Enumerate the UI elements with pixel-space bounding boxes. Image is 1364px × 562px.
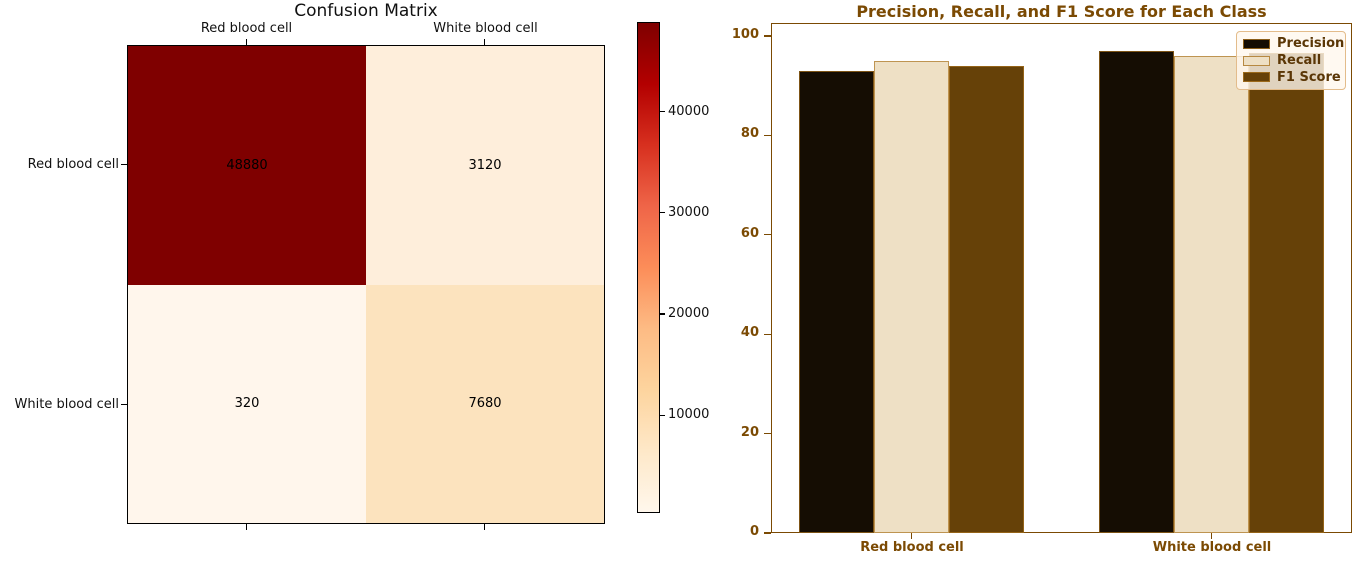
legend-label: Precision — [1277, 36, 1345, 52]
heatmap-cell-tp: 48880 — [128, 46, 366, 285]
tick-mark — [764, 532, 771, 534]
legend-swatch-recall — [1243, 55, 1270, 66]
heatmap-cell-fp: 320 — [128, 284, 366, 523]
y-axis-tick-label: 80 — [740, 126, 759, 142]
legend-item-precision: Precision — [1243, 36, 1344, 51]
tick-mark — [121, 404, 127, 406]
heatmap-cell-fn: 3120 — [366, 46, 604, 285]
y-axis-tick-label: 100 — [731, 27, 759, 42]
confusion-matrix-title: Confusion Matrix — [294, 1, 438, 21]
y-axis-tick-label: 40 — [740, 325, 759, 341]
cm-column-label-red: Red blood cell — [200, 21, 293, 36]
tick-mark — [660, 414, 665, 416]
tick-mark — [764, 234, 771, 236]
bar-chart-title: Precision, Recall, and F1 Score for Each… — [856, 2, 1267, 21]
bar-recall-white — [1174, 55, 1249, 533]
legend-label: F1 Score — [1277, 69, 1341, 85]
legend-item-recall: Recall — [1243, 53, 1339, 68]
x-axis-category-label-red: Red blood cell — [860, 540, 964, 555]
bar-recall-red — [874, 60, 949, 533]
legend-item-f1: F1 Score — [1243, 69, 1341, 85]
colorbar-tick-label: 10000 — [668, 407, 710, 423]
tick-mark — [246, 524, 248, 530]
legend-swatch-precision — [1243, 38, 1270, 49]
tick-mark — [764, 333, 771, 335]
colorbar-tick-label: 20000 — [668, 306, 710, 321]
colorbar-tick-label: 40000 — [668, 103, 710, 119]
tick-mark — [660, 212, 665, 214]
bar-precision-white — [1099, 50, 1174, 533]
bar-f1-red — [949, 65, 1024, 533]
tick-mark — [764, 432, 771, 435]
colorbar-tick-label: 30000 — [668, 204, 710, 220]
tick-mark — [764, 134, 771, 137]
tick-mark — [484, 524, 486, 530]
tick-mark — [660, 313, 665, 315]
cm-row-label-red: Red blood cell — [27, 157, 119, 172]
tick-mark — [121, 164, 127, 166]
cm-column-label-white: White blood cell — [433, 21, 538, 36]
legend: Precision Recall F1 Score — [1236, 31, 1346, 90]
tick-mark — [764, 35, 771, 37]
tick-mark — [484, 39, 486, 45]
y-axis-tick-label: 0 — [749, 524, 759, 539]
tick-mark — [1211, 533, 1213, 539]
confusion-matrix-heatmap: 48880 3120 320 7680 — [127, 45, 605, 524]
legend-label: Recall — [1277, 53, 1322, 68]
tick-mark — [660, 111, 665, 113]
y-axis-tick-label: 20 — [740, 424, 759, 440]
tick-mark — [246, 39, 248, 45]
colorbar-gradient — [637, 22, 660, 513]
bar-precision-red — [799, 70, 874, 533]
legend-swatch-f1 — [1243, 72, 1270, 83]
tick-mark — [911, 533, 913, 539]
x-axis-category-label-white: White blood cell — [1152, 540, 1272, 555]
y-axis-tick-label: 60 — [740, 225, 759, 241]
bar-f1-white — [1249, 53, 1324, 533]
cm-row-label-white: White blood cell — [14, 397, 119, 412]
heatmap-cell-tn: 7680 — [366, 284, 604, 523]
